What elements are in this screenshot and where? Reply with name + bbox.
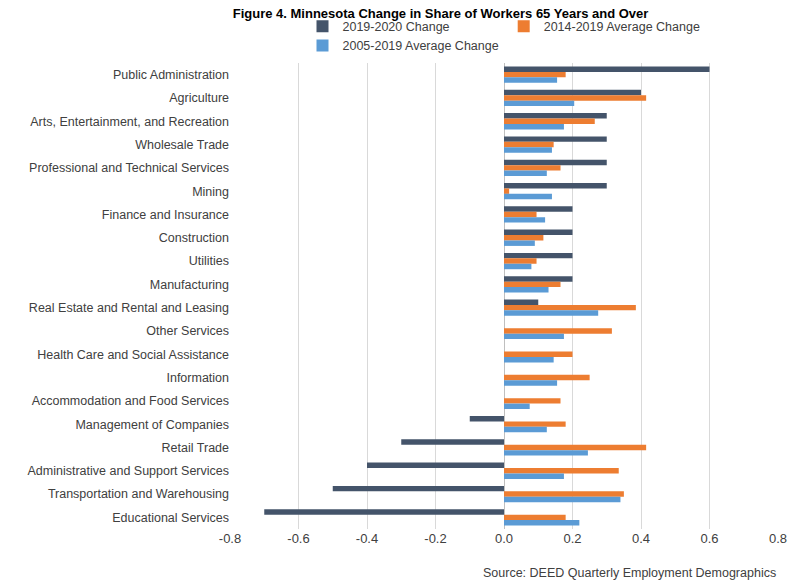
svg-text:0.4: 0.4 — [632, 531, 650, 546]
svg-text:0.0: 0.0 — [495, 531, 513, 546]
svg-text:Mining: Mining — [192, 185, 229, 199]
svg-text:Utilities: Utilities — [189, 254, 229, 268]
svg-text:-0.4: -0.4 — [356, 531, 378, 546]
svg-text:Wholesale Trade: Wholesale Trade — [135, 138, 229, 152]
svg-text:Administrative and Support Ser: Administrative and Support Services — [28, 464, 229, 478]
svg-text:Manufacturing: Manufacturing — [150, 278, 229, 292]
svg-text:Public Administration: Public Administration — [113, 68, 229, 82]
svg-text:Retail Trade: Retail Trade — [162, 441, 229, 455]
svg-text:Other Services: Other Services — [146, 324, 229, 338]
svg-text:0.6: 0.6 — [700, 531, 718, 546]
svg-text:Accommodation and Food Service: Accommodation and Food Services — [32, 394, 229, 408]
svg-text:Source: DEED Quarterly Employm: Source: DEED Quarterly Employment Demogr… — [483, 566, 776, 580]
svg-text:Educational Services: Educational Services — [112, 511, 229, 525]
svg-text:Figure 4. Minnesota Change in: Figure 4. Minnesota Change in Share of W… — [233, 6, 649, 21]
svg-text:Transportation and Warehousing: Transportation and Warehousing — [48, 487, 229, 501]
svg-text:Arts, Entertainment, and Recre: Arts, Entertainment, and Recreation — [30, 115, 229, 129]
svg-text:-0.6: -0.6 — [287, 531, 309, 546]
svg-text:-0.8: -0.8 — [219, 531, 241, 546]
svg-text:Finance and Insurance: Finance and Insurance — [102, 208, 229, 222]
svg-text:2014-2019 Average Change: 2014-2019 Average Change — [544, 20, 700, 34]
svg-text:0.2: 0.2 — [563, 531, 581, 546]
svg-text:Information: Information — [166, 371, 229, 385]
svg-text:Agriculture: Agriculture — [169, 91, 229, 105]
svg-text:Real Estate and Rental and Lea: Real Estate and Rental and Leasing — [29, 301, 229, 315]
svg-text:2019-2020 Change: 2019-2020 Change — [343, 20, 450, 34]
svg-text:Construction: Construction — [159, 231, 229, 245]
svg-text:0.8: 0.8 — [769, 531, 787, 546]
svg-text:Professional and Technical Ser: Professional and Technical Services — [29, 161, 229, 175]
svg-text:Management of Companies: Management of Companies — [75, 418, 229, 432]
svg-text:Health Care and Social Assista: Health Care and Social Assistance — [37, 348, 229, 362]
svg-text:-0.2: -0.2 — [424, 531, 446, 546]
svg-text:2005-2019 Average Change: 2005-2019 Average Change — [343, 39, 499, 53]
